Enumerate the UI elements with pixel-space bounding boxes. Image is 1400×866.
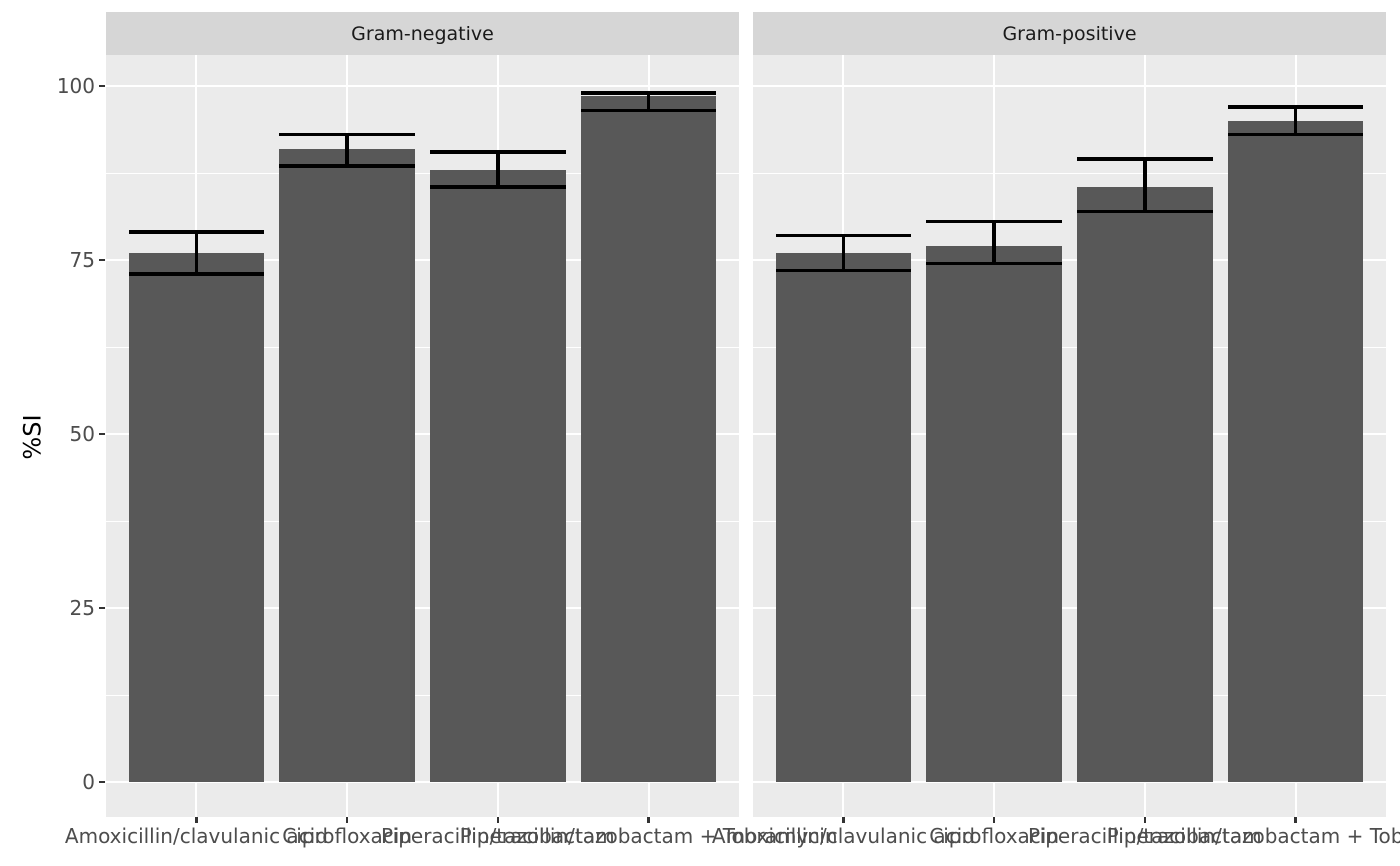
gridline-major	[753, 781, 1386, 783]
error-bar-cap	[580, 91, 717, 95]
gridline-major	[106, 607, 739, 609]
x-tick-mark	[496, 817, 500, 823]
error-bar-cap	[430, 185, 566, 189]
error-bar-line	[992, 221, 996, 264]
gridline-major	[753, 607, 1386, 609]
error-bar-cap	[1227, 132, 1364, 137]
error-bar-cap	[926, 261, 1062, 266]
x-tick-label: Ciprofloxacin	[929, 824, 1060, 848]
error-bar-line	[1143, 159, 1147, 212]
bar	[775, 253, 912, 782]
bar	[926, 246, 1062, 782]
error-bar-cap	[1227, 105, 1364, 109]
x-tick-mark	[195, 817, 198, 823]
error-bar-cap	[128, 272, 265, 276]
gridline-minor	[753, 172, 1386, 174]
bar	[580, 96, 717, 782]
bar	[128, 253, 265, 782]
error-bar-cap	[279, 132, 415, 137]
y-tick-mark	[99, 432, 105, 436]
gridline-major	[106, 781, 739, 783]
bar	[1077, 186, 1213, 782]
facet-strip: Gram-negative	[106, 12, 739, 55]
x-tick-label: Piperacillin/tazobactam + Tobramycin	[459, 824, 838, 848]
y-tick-label: 75	[69, 248, 95, 272]
bar	[430, 169, 566, 782]
bar	[279, 148, 415, 782]
facet-strip: Gram-positive	[753, 12, 1386, 55]
error-bar-cap	[430, 150, 566, 154]
x-tick-mark	[647, 817, 650, 823]
panel-1	[106, 55, 739, 817]
gridline-major	[106, 433, 739, 435]
gridline-major	[753, 433, 1386, 435]
error-bar-line	[1293, 106, 1298, 135]
x-tick-label: Amoxicillin/clavulanic acid	[64, 824, 328, 848]
y-tick-mark	[99, 606, 105, 610]
gridline-minor	[106, 346, 739, 348]
error-bar-cap	[279, 164, 415, 168]
x-tick-label: Piperacillin/tazobactam	[1028, 824, 1262, 848]
gridline-minor	[106, 172, 739, 174]
error-bar-line	[496, 152, 500, 187]
y-tick-label: 100	[56, 74, 95, 98]
facet-strip-label: Gram-positive	[1002, 22, 1137, 45]
gridline-major	[753, 259, 1386, 261]
x-tick-label: Piperacillin/tazobactam + Tobramycin	[1106, 824, 1400, 848]
gridline-minor	[753, 520, 1386, 522]
gridline-minor	[753, 694, 1386, 696]
error-bar-line	[345, 134, 349, 167]
gridline-major	[753, 85, 1386, 87]
bar	[1227, 120, 1364, 782]
error-bar-cap	[775, 233, 912, 238]
x-tick-label: Amoxicillin/clavulanic acid	[711, 824, 975, 848]
y-tick-label: 25	[69, 596, 95, 620]
error-bar-cap	[775, 268, 912, 273]
error-bar-cap	[580, 108, 717, 113]
gridline-major	[106, 259, 739, 261]
error-bar-cap	[1077, 157, 1213, 161]
y-tick-mark	[99, 780, 105, 784]
error-bar-cap	[926, 219, 1062, 224]
x-tick-label: Piperacillin/tazobactam	[381, 824, 615, 848]
x-tick-mark	[842, 817, 845, 823]
x-tick-mark	[345, 817, 349, 823]
facet-strip-label: Gram-negative	[351, 22, 494, 45]
error-bar-line	[841, 235, 846, 271]
gridline-minor	[106, 520, 739, 522]
gridline-major	[106, 85, 739, 87]
x-tick-mark	[1294, 817, 1297, 823]
y-tick-mark	[99, 84, 105, 88]
x-tick-mark	[1143, 817, 1147, 823]
y-tick-label: 0	[82, 770, 95, 794]
error-bar-cap	[128, 230, 265, 234]
error-bar-line	[194, 232, 199, 274]
error-bar-line	[646, 92, 651, 111]
x-tick-mark	[992, 817, 996, 823]
gridline-minor	[753, 346, 1386, 348]
x-tick-label: Ciprofloxacin	[282, 824, 413, 848]
panel-2	[753, 55, 1386, 817]
gridline-minor	[106, 694, 739, 696]
y-tick-label: 50	[69, 422, 95, 446]
error-bar-cap	[1077, 209, 1213, 214]
y-tick-mark	[99, 258, 105, 262]
